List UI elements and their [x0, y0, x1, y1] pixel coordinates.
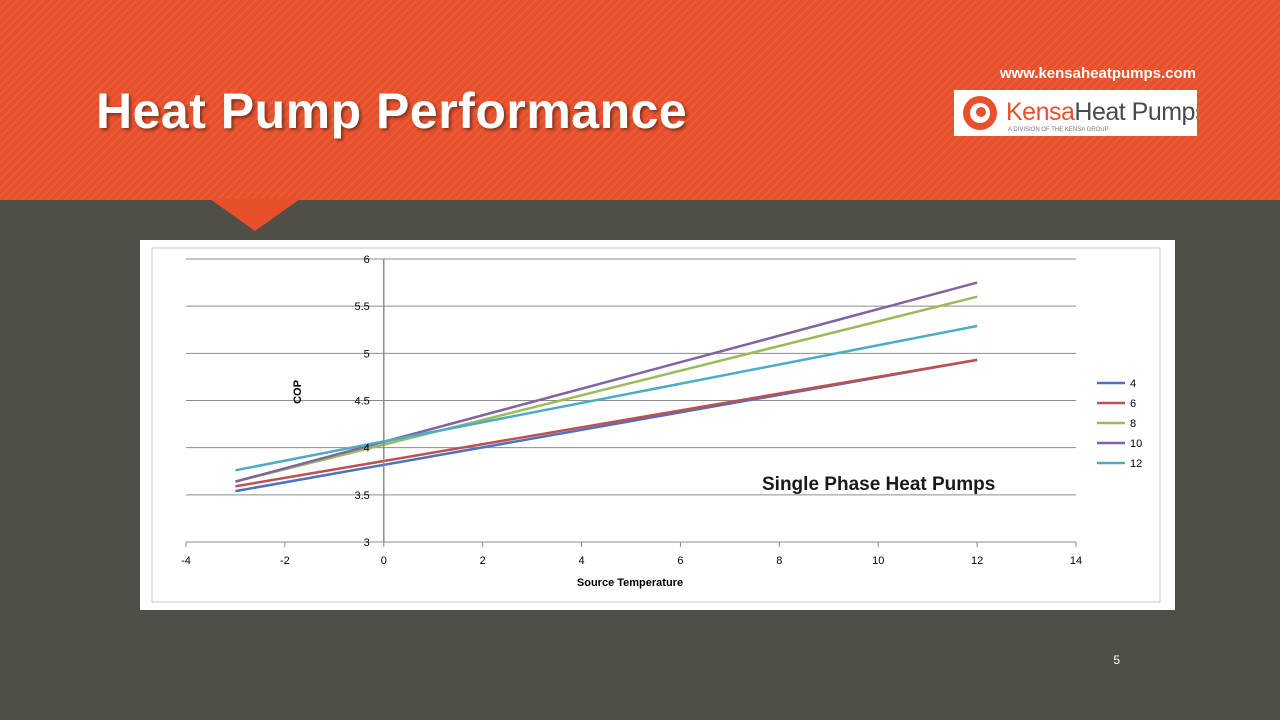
x-tick-label: 12 — [971, 555, 983, 567]
logo-text-heat-pumps: Heat Pumps — [1074, 98, 1197, 126]
page-number: 5 — [1113, 653, 1120, 667]
x-tick-label: 2 — [480, 555, 486, 567]
x-tick-label: 14 — [1070, 555, 1082, 567]
x-tick-label: 8 — [776, 555, 782, 567]
x-tick-label: 4 — [578, 555, 584, 567]
x-tick-label: 0 — [381, 555, 387, 567]
legend-label: 6 — [1130, 398, 1136, 410]
y-tick-label: 3 — [364, 537, 370, 549]
chart-annotation: Single Phase Heat Pumps — [762, 474, 995, 495]
x-tick-label: 10 — [872, 555, 884, 567]
slide-title: Heat Pump Performance — [96, 83, 688, 139]
title-bar-notch — [210, 199, 300, 231]
y-tick-label: 3.5 — [354, 490, 369, 502]
y-axis-label: COP — [292, 380, 304, 404]
legend-label: 12 — [1130, 458, 1142, 470]
y-tick-label: 4.5 — [354, 396, 369, 408]
svg-text:KensaHeat Pumps: KensaHeat Pumps — [1006, 98, 1197, 126]
legend-label: 10 — [1130, 438, 1142, 450]
website-url: www.kensaheatpumps.com — [999, 65, 1196, 82]
series-line-6 — [235, 358, 978, 488]
x-tick-label: 6 — [677, 555, 683, 567]
x-tick-label: -4 — [181, 555, 191, 567]
series-line-8 — [235, 295, 978, 483]
logo-subtitle: A DIVISION OF THE KENSA GROUP — [1008, 127, 1109, 133]
legend-label: 4 — [1130, 378, 1136, 390]
y-tick-label: 6 — [364, 254, 370, 266]
chart-panel: 3 3.5 4 4.5 5 5.5 6 -4 -2 0 2 4 6 8 10 12 14 COP Source … — [140, 240, 1175, 610]
x-tick-label: -2 — [280, 555, 290, 567]
series-line-12 — [235, 324, 978, 472]
chart-border — [151, 247, 1161, 603]
series-line-10 — [235, 281, 978, 483]
logo-text-kensa: Kensa — [1006, 98, 1075, 126]
company-logo: KensaHeat Pumps A DIVISION OF THE KENSA … — [954, 90, 1197, 136]
y-tick-label: 5 — [364, 348, 370, 360]
x-axis-label: Source Temperature — [577, 577, 683, 589]
y-tick-label: 5.5 — [354, 301, 369, 313]
legend-label: 8 — [1130, 418, 1136, 430]
y-tick-label: 4 — [364, 443, 370, 455]
